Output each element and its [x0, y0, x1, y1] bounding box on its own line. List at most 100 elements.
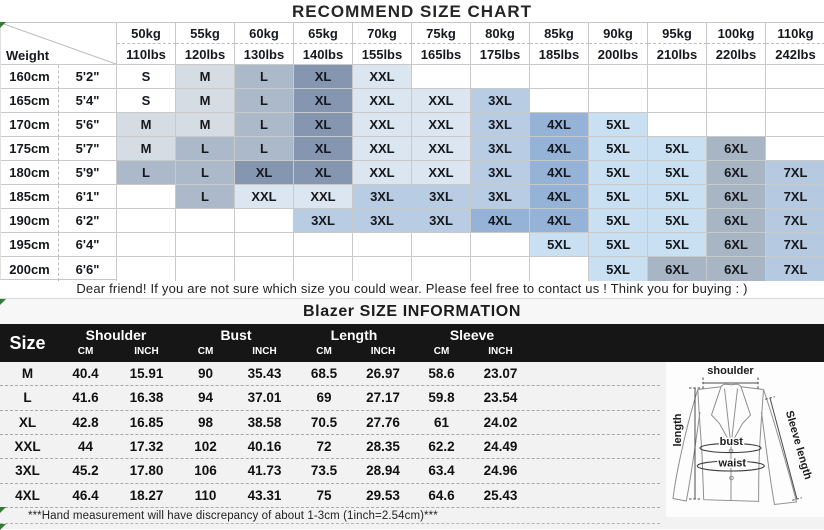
- info-value-cell: 102: [194, 439, 217, 455]
- size-cell: XXL: [412, 89, 471, 113]
- size-cell: 6XL: [707, 185, 766, 209]
- size-cell-empty: [353, 233, 412, 257]
- height-cm-cell: 180cm: [1, 161, 59, 185]
- info-value-cell: 75: [316, 487, 332, 503]
- info-value-cell: 59.8: [428, 390, 455, 406]
- group-header-bust: Bust: [220, 327, 252, 343]
- excel-marker-title-row: [0, 299, 6, 305]
- weight-header-kg: 60kg: [235, 23, 294, 44]
- diagonal-line: [1, 23, 116, 64]
- info-value-cell: 16.85: [129, 414, 164, 430]
- unit-header: INCH: [252, 346, 277, 357]
- size-cell: 4XL: [530, 209, 589, 233]
- size-cell: 5XL: [530, 233, 589, 257]
- size-cell: L: [235, 65, 294, 89]
- info-value-cell: 37.01: [247, 390, 282, 406]
- height-ft-cell: 6'1": [59, 185, 117, 209]
- info-value-cell: 38.58: [247, 414, 282, 430]
- size-cell-empty: [707, 89, 766, 113]
- height-cm-cell: 185cm: [1, 185, 59, 209]
- info-value-cell: 24.02: [483, 414, 518, 430]
- size-cell: 6XL: [707, 209, 766, 233]
- info-row-xl: XL 42.8 16.85 98 38.58 70.5 27.76 61 24.02: [0, 411, 660, 435]
- size-cell-empty: [766, 137, 824, 161]
- size-cell-empty: [176, 257, 235, 281]
- height-ft-cell: 5'9": [59, 161, 117, 185]
- size-cell: 3XL: [471, 161, 530, 185]
- size-cell: 4XL: [471, 209, 530, 233]
- size-cell: 5XL: [589, 233, 648, 257]
- info-row-l: L 41.6 16.38 94 37.01 69 27.17 59.8 23.54: [0, 386, 660, 411]
- info-value-cell: 43.31: [247, 487, 282, 503]
- size-cell-empty: [766, 113, 824, 137]
- size-cell: 6XL: [707, 137, 766, 161]
- height-cm-cell: 165cm: [1, 89, 59, 113]
- height-cm-cell: 175cm: [1, 137, 59, 161]
- info-value-cell: 72: [316, 439, 332, 455]
- size-cell: 7XL: [766, 185, 824, 209]
- weight-header-lbs: 200lbs: [589, 44, 648, 65]
- measure-lines: [689, 377, 802, 501]
- size-cell: 4XL: [530, 137, 589, 161]
- size-cell: 3XL: [412, 209, 471, 233]
- info-value-cell: 23.07: [483, 366, 518, 382]
- info-value-cell: 68.5: [310, 366, 338, 382]
- info-size-cell: 3XL: [15, 463, 40, 479]
- info-value-cell: 44: [77, 439, 94, 455]
- info-row-3xl: 3XL 45.2 17.80 106 41.73 73.5 28.94 63.4 24.96: [0, 459, 660, 484]
- info-value-cell: 41.73: [247, 463, 282, 479]
- size-cell: XXL: [353, 137, 412, 161]
- info-value-cell: 18.27: [129, 487, 164, 503]
- size-cell: XXL: [353, 65, 412, 89]
- info-value-cell: 46.4: [72, 487, 99, 503]
- size-cell: XXL: [353, 113, 412, 137]
- size-cell: 5XL: [648, 233, 707, 257]
- size-cell: 5XL: [648, 137, 707, 161]
- size-cell-empty: [707, 113, 766, 137]
- info-size-cell: XL: [18, 414, 37, 430]
- size-cell-empty: [471, 65, 530, 89]
- weight-header-lbs: 220lbs: [707, 44, 766, 65]
- info-value-cell: 24.49: [483, 439, 518, 455]
- weight-header-lbs: 242lbs: [766, 44, 824, 65]
- weight-header-lbs: 110lbs: [117, 44, 176, 65]
- size-cell: XXL: [294, 185, 353, 209]
- size-cell: 3XL: [471, 137, 530, 161]
- info-value-cell: 27.17: [366, 390, 400, 406]
- info-size-cell: L: [23, 390, 32, 406]
- weight-header-lbs: 185lbs: [530, 44, 589, 65]
- size-cell: XL: [294, 65, 353, 89]
- bust-diagram-label: bust: [720, 436, 744, 448]
- size-cell-empty: [530, 89, 589, 113]
- size-cell-empty: [294, 233, 353, 257]
- info-table-header: Size Shoulder Bust Length Sleeve CM INCH CM INC…: [0, 324, 824, 362]
- size-column-header: Size: [9, 332, 46, 353]
- info-value-cell: 42.8: [72, 414, 99, 430]
- unit-header: INCH: [134, 346, 159, 357]
- info-size-cell: 4XL: [15, 487, 40, 503]
- weight-header-kg: 55kg: [176, 23, 235, 44]
- info-size-cell: M: [21, 366, 34, 382]
- blazer-outline: [672, 383, 798, 506]
- size-cell-empty: [471, 233, 530, 257]
- info-row-m: M 40.4 15.91 90 35.43 68.5 26.97 58.6 23.07: [0, 362, 660, 387]
- size-cell: 3XL: [353, 185, 412, 209]
- waist-diagram-label: waist: [718, 458, 747, 470]
- size-cell-empty: [471, 257, 530, 281]
- size-cell-empty: [117, 233, 176, 257]
- weight-header-lbs: 140lbs: [294, 44, 353, 65]
- size-cell-empty: [235, 233, 294, 257]
- weight-header-kg: 65kg: [294, 23, 353, 44]
- info-value-cell: 40.16: [247, 439, 282, 455]
- size-cell-empty: [176, 209, 235, 233]
- size-cell-empty: [412, 257, 471, 281]
- size-cell: XXL: [412, 137, 471, 161]
- info-value-cell: 45.2: [72, 463, 99, 479]
- height-cm-cell: 190cm: [1, 209, 59, 233]
- size-cell-empty: [766, 65, 824, 89]
- size-cell: M: [176, 89, 235, 113]
- unit-header: CM: [316, 346, 332, 357]
- info-value-cell: 106: [194, 463, 217, 479]
- size-cell-empty: [707, 65, 766, 89]
- unit-header: CM: [433, 346, 450, 357]
